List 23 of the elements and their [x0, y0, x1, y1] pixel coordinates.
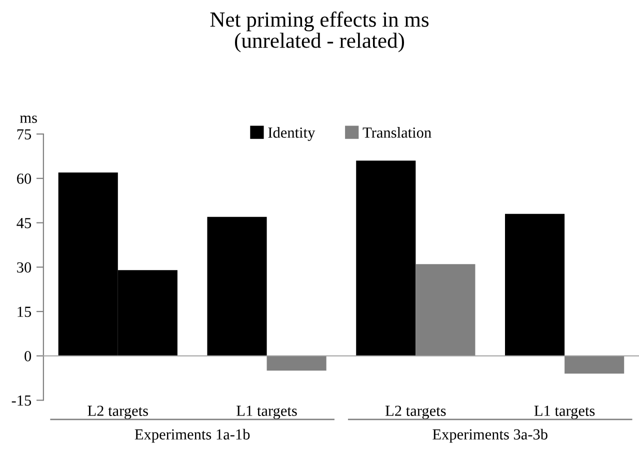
bar [266, 356, 326, 371]
bar [356, 160, 416, 356]
legend-label: Translation [362, 127, 432, 138]
y-tick-label: -15 [12, 395, 32, 406]
x-tick-label: L2 targets [88, 406, 148, 420]
text: Experiments 3a-3b [432, 428, 548, 443]
y-tick-label: 15 [18, 306, 32, 317]
x-tick-label: L1 targets [534, 406, 595, 420]
text: Experiments 1a-1b [134, 428, 250, 443]
y-tick-label: 0 [24, 351, 32, 362]
bar [416, 264, 476, 356]
bar [505, 214, 565, 356]
legend-label: Identity [268, 127, 316, 141]
y-tick-label: 75 [17, 129, 32, 140]
x-tick-label: L1 targets [236, 406, 297, 420]
x-tick-label: L2 targets [385, 406, 446, 420]
y-tick-label: 60 [17, 174, 32, 184]
y-axis-title: ms [20, 116, 37, 123]
bar [564, 356, 624, 374]
chart-title: Net priming effects in ms (unrelated - related) [210, 11, 429, 52]
y-tick-label: 45 [16, 218, 32, 228]
y-tick-label: 30 [17, 262, 32, 273]
bar [207, 216, 267, 356]
